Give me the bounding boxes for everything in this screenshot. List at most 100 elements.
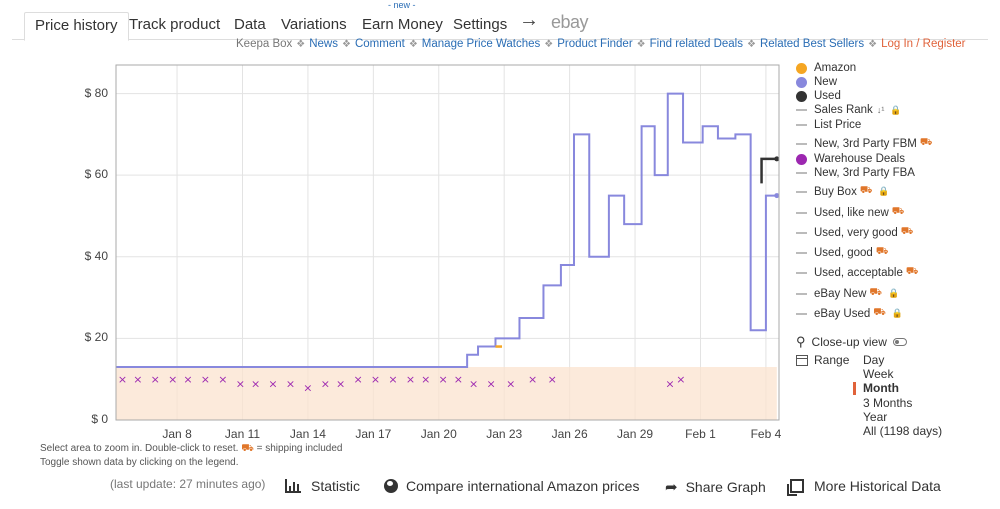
product-finder-link[interactable]: Product Finder bbox=[557, 38, 633, 50]
legend-new-3p-fba[interactable]: New, 3rd Party FBA bbox=[796, 167, 915, 179]
legend-sales-rank[interactable]: Sales Rank ↓¹ 🔒 bbox=[796, 104, 902, 116]
related-best-sellers-link[interactable]: Related Best Sellers bbox=[759, 38, 865, 50]
warehouse-dot-icon bbox=[796, 153, 807, 165]
range-3-months[interactable]: 3 Months bbox=[863, 396, 913, 410]
news-link[interactable]: News bbox=[309, 38, 338, 50]
new-area-fill bbox=[116, 366, 777, 420]
legend-used-acceptable[interactable]: Used, acceptable ⛟ bbox=[796, 266, 918, 279]
separator-icon: ❖ bbox=[746, 39, 756, 50]
range-year[interactable]: Year bbox=[863, 410, 888, 424]
truck-icon: ⛟ bbox=[241, 443, 254, 454]
shipping-hint-text: = shipping included bbox=[256, 443, 343, 454]
legend-list-price[interactable]: List Price bbox=[796, 119, 861, 131]
separator-icon: ❖ bbox=[868, 39, 878, 50]
legend-buy-box[interactable]: Buy Box ⛟ 🔒 bbox=[796, 185, 890, 198]
tab-price-history[interactable]: Price history bbox=[24, 12, 129, 41]
tab-ebay[interactable]: ebay bbox=[551, 12, 589, 32]
lock-icon: 🔒 bbox=[890, 104, 902, 115]
chart-markers: × × × × × × × × × × × × × × × × × × × × × × × × × × × × bbox=[118, 156, 780, 394]
x-tick-label: Feb 4 bbox=[750, 427, 782, 441]
warehouse-deal-marker: × bbox=[469, 377, 478, 390]
last-update: (last update: 27 minutes ago) bbox=[110, 477, 266, 491]
y-tick-label: $ 80 bbox=[84, 85, 108, 100]
search-icon: ⚲ bbox=[796, 334, 806, 349]
legend-new[interactable]: New bbox=[796, 76, 837, 88]
copy-icon bbox=[787, 479, 804, 496]
series-end-point-new bbox=[774, 193, 780, 199]
warehouse-deal-marker: × bbox=[353, 373, 362, 386]
warehouse-deal-marker: × bbox=[421, 373, 430, 386]
legend-list-price-label: List Price bbox=[814, 119, 862, 131]
warehouse-deal-marker: × bbox=[336, 377, 345, 390]
share-graph-button[interactable]: ➦ Share Graph bbox=[665, 478, 766, 496]
globe-icon bbox=[384, 479, 398, 493]
toggle-icon[interactable] bbox=[892, 338, 907, 346]
series-end-point-used bbox=[774, 156, 780, 162]
compare-prices-button[interactable]: Compare international Amazon prices bbox=[384, 478, 639, 494]
tab-settings[interactable]: Settings bbox=[453, 16, 508, 33]
dash-icon bbox=[796, 142, 807, 145]
legend-used-like-new[interactable]: Used, like new ⛟ bbox=[796, 206, 904, 219]
warehouse-deal-marker: × bbox=[371, 373, 380, 386]
y-tick-label: $ 40 bbox=[84, 248, 108, 263]
legend-amazon[interactable]: Amazon bbox=[796, 62, 856, 74]
legend-used-good[interactable]: Used, good ⛟ bbox=[796, 246, 888, 259]
lock-icon: 🔒 bbox=[878, 186, 890, 196]
legend-amazon-label: Amazon bbox=[814, 62, 857, 74]
legend-ebay-used[interactable]: eBay Used ⛟ 🔒 bbox=[796, 307, 903, 320]
lock-icon: 🔒 bbox=[891, 308, 904, 318]
more-historical-data-button[interactable]: More Historical Data bbox=[787, 478, 941, 496]
range-week[interactable]: Week bbox=[863, 367, 894, 381]
warehouse-deal-marker: × bbox=[303, 381, 312, 394]
legend-ebay-new-label: eBay New bbox=[814, 287, 867, 300]
compare-label: Compare international Amazon prices bbox=[406, 478, 640, 494]
legend-new-3p-fbm-label: New, 3rd Party FBM bbox=[814, 137, 917, 150]
legend-ebay-new[interactable]: eBay New ⛟ 🔒 bbox=[796, 287, 899, 300]
comment-link[interactable]: Comment bbox=[354, 38, 405, 50]
range-day[interactable]: Day bbox=[863, 353, 885, 367]
y-tick-label: $ 20 bbox=[84, 330, 108, 345]
warehouse-deal-marker: × bbox=[406, 373, 415, 386]
statistic-label: Statistic bbox=[311, 478, 361, 494]
legend-warehouse-deals[interactable]: Warehouse Deals bbox=[796, 153, 905, 165]
subnav: Keepa Box ❖ News ❖ Comment ❖ Manage Price Watc… bbox=[236, 38, 966, 50]
tab-earn-money[interactable]: Earn Money bbox=[362, 16, 443, 33]
legend-new-3p-fbm[interactable]: New, 3rd Party FBM ⛟ bbox=[796, 137, 932, 150]
warehouse-deal-marker: × bbox=[548, 373, 557, 386]
warehouse-deal-marker: × bbox=[168, 373, 177, 386]
x-tick-label: Jan 20 bbox=[420, 427, 457, 441]
new-badge: - new - bbox=[388, 0, 416, 10]
dash-icon bbox=[796, 124, 807, 126]
legend-used-very-good[interactable]: Used, very good ⛟ bbox=[796, 226, 913, 239]
truck-icon: ⛟ bbox=[905, 266, 919, 277]
dash-icon bbox=[796, 172, 807, 174]
manage-price-watches-link[interactable]: Manage Price Watches bbox=[421, 38, 541, 50]
truck-icon: ⛟ bbox=[919, 137, 933, 148]
legend-warehouse-deals-label: Warehouse Deals bbox=[814, 153, 905, 165]
lock-icon: 🔒 bbox=[888, 288, 900, 298]
bar-chart-icon bbox=[285, 479, 301, 493]
legend-used[interactable]: Used bbox=[796, 90, 841, 102]
tab-variations[interactable]: Variations bbox=[281, 16, 347, 33]
find-related-deals-link[interactable]: Find related Deals bbox=[649, 38, 743, 50]
dash-icon bbox=[796, 211, 807, 214]
truck-icon: ⛟ bbox=[875, 246, 889, 257]
x-tick-label: Jan 14 bbox=[289, 427, 326, 441]
closeup-view-toggle[interactable]: ⚲ Close-up view bbox=[796, 334, 907, 350]
tab-track-product[interactable]: Track product bbox=[129, 16, 221, 33]
legend-used-like-new-label: Used, like new bbox=[814, 206, 889, 219]
amazon-dot-icon bbox=[796, 62, 807, 74]
chart-grid bbox=[116, 65, 779, 421]
warehouse-deal-marker: × bbox=[118, 373, 127, 386]
range-month[interactable]: Month bbox=[863, 381, 899, 395]
truck-icon: ⛟ bbox=[891, 206, 905, 217]
truck-icon: ⛟ bbox=[859, 185, 873, 196]
tab-data[interactable]: Data bbox=[234, 16, 266, 33]
range-all[interactable]: All (1198 days) bbox=[863, 424, 943, 438]
login-register-link[interactable]: Log In / Register bbox=[881, 38, 966, 50]
dash-icon bbox=[796, 109, 807, 111]
dash-icon bbox=[796, 292, 807, 295]
y-tick-label: $ 0 bbox=[91, 412, 108, 426]
legend-new-3p-fba-label: New, 3rd Party FBA bbox=[814, 167, 915, 179]
statistic-button[interactable]: Statistic bbox=[285, 478, 360, 494]
